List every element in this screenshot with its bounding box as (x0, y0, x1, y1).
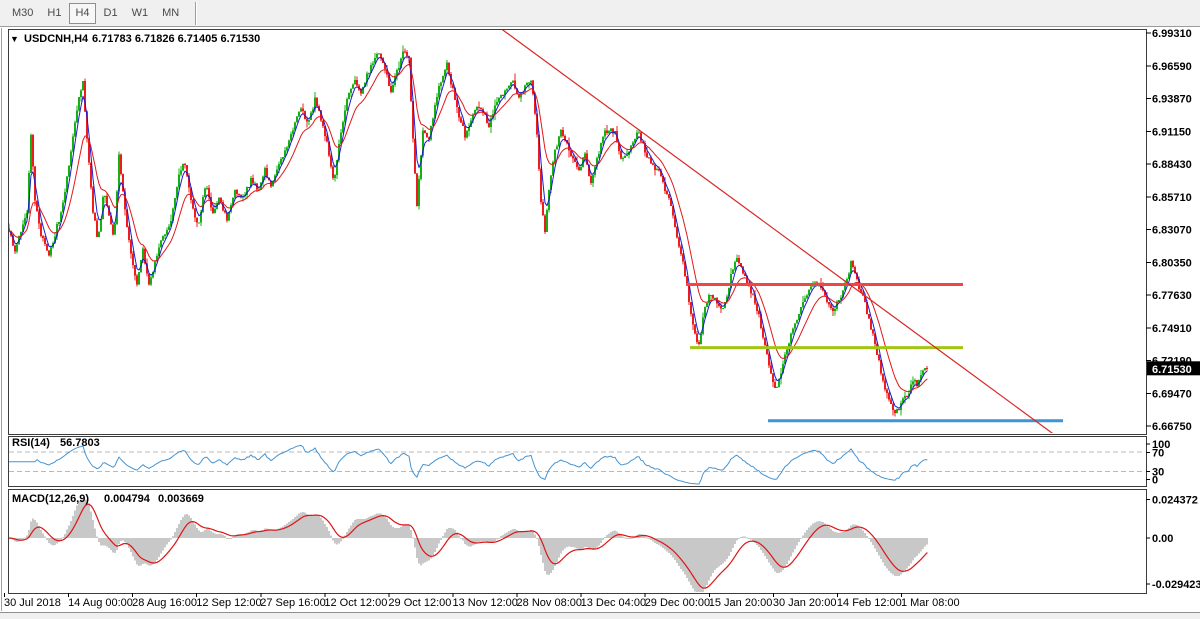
timeframe-button-h1[interactable]: H1 (47, 6, 62, 19)
price-axis-label: 6.96590 (1152, 61, 1192, 73)
timeframe-button-h4[interactable]: H4 (69, 2, 96, 24)
price-axis-label: 6.69470 (1152, 388, 1192, 400)
current-price-badge-text: 6.71530 (1152, 364, 1192, 376)
time-axis-label: 12 Oct 12:00 (324, 597, 387, 609)
timeframe-button-d1[interactable]: D1 (103, 6, 118, 19)
time-axis-label: 28 Nov 08:00 (517, 597, 582, 609)
timeframe-button-mn[interactable]: MN (162, 6, 180, 19)
price-axis-label: 6.99310 (1152, 28, 1192, 40)
descending-trendline[interactable] (500, 28, 1054, 434)
timeframe-toolbar: M30 H1 H4 D1 W1 MN (0, 0, 1200, 27)
time-axis-label: 13 Dec 04:00 (581, 597, 646, 609)
macd-scale-label: 0.024372 (1152, 495, 1198, 507)
current-price-badge (1147, 361, 1200, 376)
rsi-scale-label: 70 (1152, 448, 1164, 460)
time-axis[interactable]: 30 Jul 2018 14 Aug 00:00 28 Aug 16:00 12 Se… (4, 593, 960, 609)
rsi-scale-label: 30 (1152, 467, 1164, 479)
price-axis-label: 6.91150 (1152, 126, 1191, 138)
chart-ohlc-values: 6.71783 6.71826 6.71405 6.71530 (92, 33, 260, 45)
price-axis-label: 6.66750 (1152, 421, 1192, 433)
rsi-line (9, 444, 928, 485)
time-axis-label: 27 Sep 16:00 (260, 597, 325, 609)
rsi-series (9, 444, 928, 485)
time-axis-label: 13 Nov 12:00 (452, 597, 517, 609)
chart-title: USDCNH,H4 (24, 33, 89, 45)
price-axis[interactable]: 6.99310 6.96590 6.93870 6.91150 6.88430 6.857… (1146, 28, 1200, 433)
macd-label: MACD(12,26,9) (12, 493, 89, 505)
price-axis-label: 6.74910 (1152, 323, 1192, 335)
rsi-label: RSI(14) (12, 437, 50, 449)
time-axis-label: 14 Feb 12:00 (837, 597, 902, 609)
macd-axis: MACD(12,26,9) 0.004794 0.003669 0.024372 0.0… (12, 493, 1200, 591)
time-axis-label: 29 Dec 00:00 (645, 597, 710, 609)
macd-signal-value: 0.003669 (158, 493, 204, 505)
timeframe-button-m30[interactable]: M30 (12, 6, 34, 19)
rsi-scale-label: 0 (1152, 475, 1158, 487)
price-axis-label: 6.77630 (1152, 290, 1192, 302)
time-axis-label: 30 Jul 2018 (4, 597, 61, 609)
toolbar-separator (195, 1, 198, 25)
timeframe-button-w1[interactable]: W1 (131, 6, 149, 19)
main-chart-panel (8, 29, 1147, 435)
time-axis-label: 1 Mar 08:00 (901, 597, 960, 609)
chart-title-row: ▼ USDCNH,H4 6.71783 6.71826 6.71405 6.7153… (10, 33, 260, 45)
macd-signal-line (9, 503, 928, 589)
macd-scale-label: 0.00 (1152, 533, 1173, 545)
rsi-panel (8, 436, 1147, 487)
chart-objects (500, 28, 1063, 434)
macd-series (9, 499, 928, 592)
price-axis-label: 6.83070 (1152, 225, 1192, 237)
macd-main-value: 0.004794 (104, 493, 151, 505)
moving-averages (9, 56, 928, 409)
price-axis-label: 6.85710 (1152, 192, 1192, 204)
time-axis-label: 28 Aug 16:00 (132, 597, 197, 609)
time-axis-label: 29 Oct 12:00 (388, 597, 451, 609)
time-axis-label: 30 Jan 20:00 (773, 597, 837, 609)
time-axis-label: 12 Sep 12:00 (196, 597, 261, 609)
price-axis-label: 6.93870 (1152, 94, 1192, 106)
panel-frames (1, 28, 1147, 611)
price-axis-label: 6.88430 (1152, 159, 1192, 171)
ma-fast-line (9, 56, 928, 409)
window-bottom-edge (0, 612, 1200, 619)
price-axis-label: 6.80350 (1152, 257, 1192, 269)
rsi-scale-label: 100 (1152, 439, 1170, 451)
symbol-dropdown-icon[interactable]: ▼ (10, 34, 19, 44)
ma-slow-line (9, 63, 928, 393)
time-axis-label: 14 Aug 00:00 (68, 597, 133, 609)
time-axis-label: 15 Jan 20:00 (709, 597, 773, 609)
macd-scale-label: -0.029423 (1152, 579, 1200, 591)
rsi-value: 56.7803 (60, 437, 100, 449)
